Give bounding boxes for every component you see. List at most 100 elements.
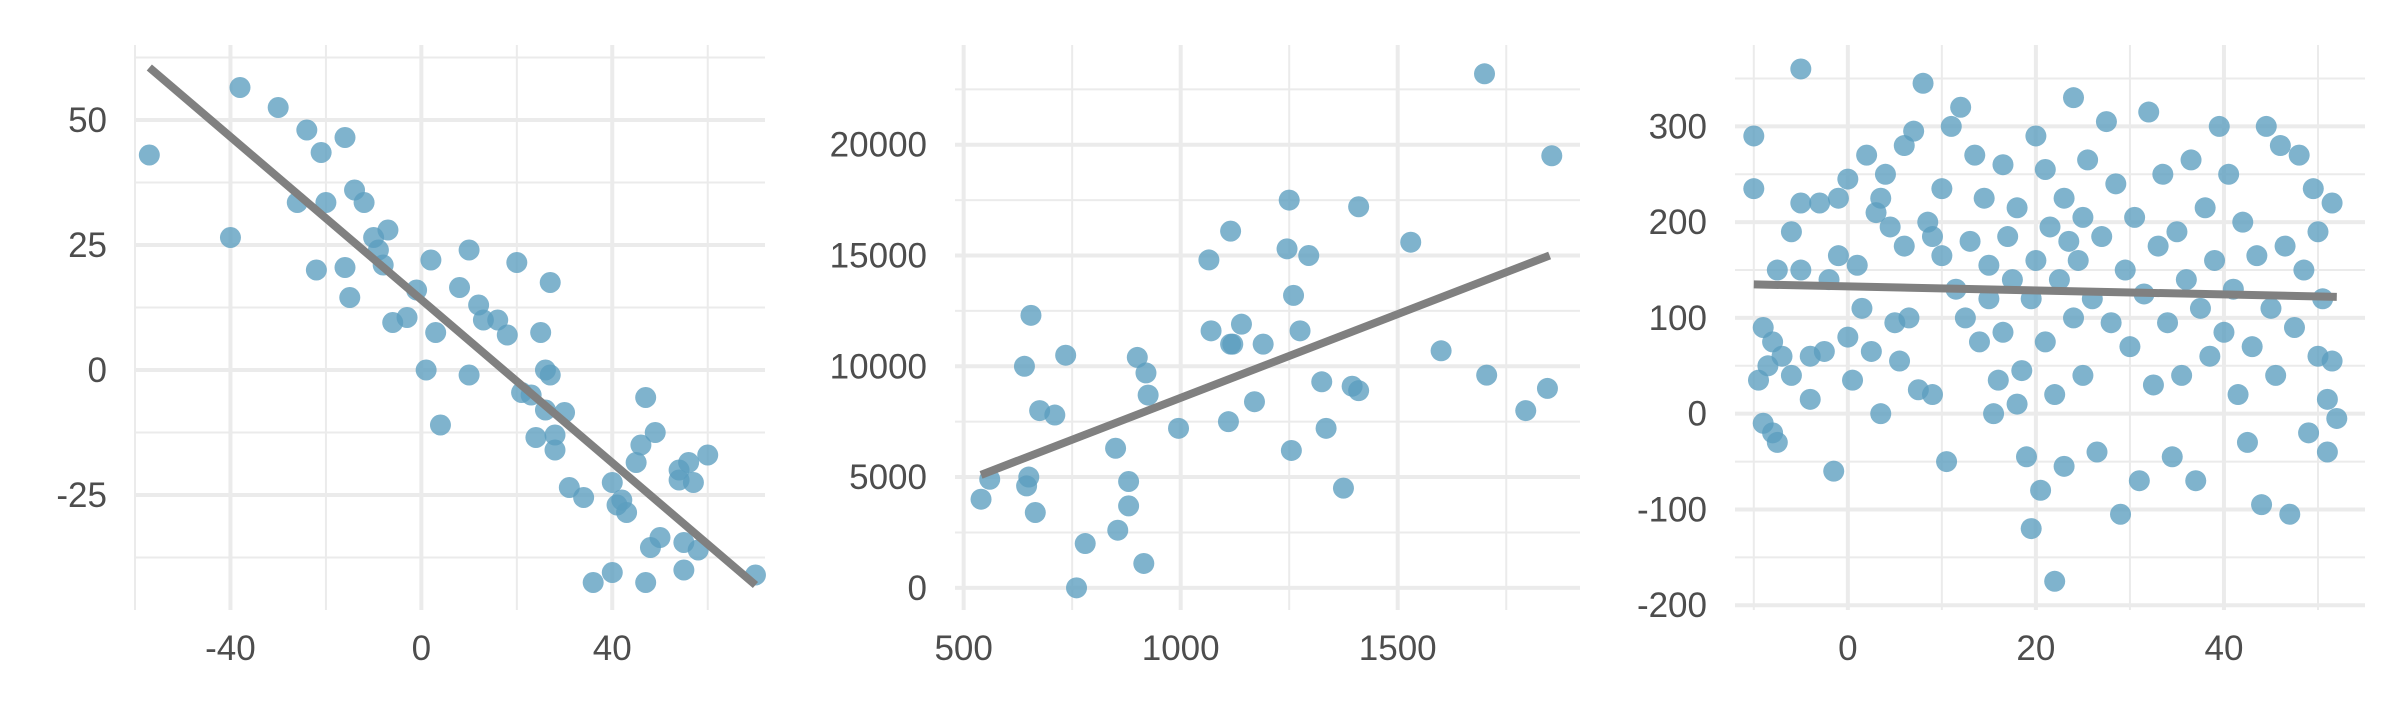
points-middle — [970, 63, 1563, 599]
data-point — [1743, 125, 1765, 147]
data-point — [1298, 244, 1320, 266]
data-point — [2274, 235, 2296, 257]
data-point — [2194, 197, 2216, 219]
data-point — [1987, 369, 2009, 391]
data-point — [1280, 439, 1302, 461]
y-tick-label-right: 200 — [1649, 203, 1707, 242]
data-point — [1066, 577, 1088, 599]
points-right — [1743, 58, 2348, 592]
data-point — [601, 472, 623, 493]
data-point — [678, 452, 700, 473]
data-point — [2147, 235, 2169, 257]
x-tick-label-middle: 1000 — [1142, 629, 1220, 668]
scatter-panel-left: -40 0 40 -25 0 25 50 — [56, 45, 766, 668]
data-point — [2077, 149, 2099, 171]
data-point — [2006, 197, 2028, 219]
data-point — [2105, 173, 2127, 195]
data-point — [2138, 101, 2160, 123]
data-point — [1222, 333, 1244, 355]
data-point — [2072, 364, 2094, 386]
data-point — [1168, 417, 1190, 439]
data-point — [2269, 135, 2291, 157]
regression-line-left — [146, 64, 759, 589]
data-point — [1931, 178, 1953, 200]
data-point — [1278, 189, 1300, 211]
data-point — [219, 227, 241, 248]
data-point — [305, 259, 327, 281]
data-point — [1348, 196, 1370, 218]
data-point — [2321, 350, 2343, 372]
data-point — [1476, 364, 1498, 386]
data-point — [673, 559, 695, 581]
data-point — [544, 439, 566, 461]
points-left — [138, 77, 766, 593]
data-point — [429, 414, 451, 436]
data-point — [2034, 331, 2056, 353]
data-point — [544, 424, 566, 446]
data-point — [2241, 336, 2263, 358]
data-point — [334, 127, 356, 148]
data-point — [487, 309, 509, 331]
data-point — [1790, 58, 1812, 80]
data-point — [2293, 259, 2315, 281]
data-point — [2034, 158, 2056, 180]
data-point — [1230, 313, 1252, 335]
data-point — [2110, 503, 2132, 525]
data-point — [1105, 437, 1127, 459]
data-point — [1541, 145, 1563, 167]
data-point — [1332, 477, 1354, 499]
data-point — [1959, 230, 1981, 252]
data-point — [449, 277, 471, 298]
data-point — [1827, 245, 1849, 267]
data-point — [1018, 466, 1040, 488]
data-point — [1870, 403, 1892, 425]
data-point — [2307, 221, 2329, 243]
data-point — [138, 144, 160, 166]
data-point — [1771, 345, 1793, 367]
data-point — [1893, 235, 1915, 257]
data-point — [1964, 144, 1986, 166]
data-point — [1837, 168, 1859, 190]
data-point — [1921, 384, 1943, 406]
data-point — [1860, 340, 1882, 362]
data-point — [2044, 570, 2066, 592]
data-point — [1973, 187, 1995, 209]
data-point — [2316, 441, 2338, 463]
data-point — [2218, 163, 2240, 185]
data-point — [1217, 411, 1239, 433]
data-point — [2321, 192, 2343, 214]
data-point — [2227, 384, 2249, 406]
data-point — [1983, 403, 2005, 425]
data-point — [1276, 238, 1298, 260]
data-point — [229, 77, 251, 98]
data-point — [1137, 384, 1159, 406]
data-point — [2048, 269, 2070, 291]
data-point — [1842, 369, 1864, 391]
data-point — [1198, 249, 1220, 271]
data-point — [2180, 149, 2202, 171]
data-point — [1827, 187, 1849, 209]
data-point — [2204, 249, 2226, 271]
data-point — [2288, 144, 2310, 166]
x-tick-label-left: 0 — [412, 629, 431, 668]
data-point — [2326, 407, 2348, 429]
data-point — [396, 307, 418, 328]
regression-line-middle — [979, 251, 1552, 479]
data-point — [2001, 269, 2023, 291]
data-point — [601, 562, 623, 583]
data-point — [2100, 312, 2122, 334]
data-point — [644, 422, 666, 443]
data-point — [573, 487, 595, 508]
data-point — [630, 434, 652, 456]
regression-line-right — [1753, 280, 2337, 301]
data-point — [1536, 377, 1558, 399]
data-point — [1898, 307, 1920, 329]
data-point — [1044, 404, 1066, 426]
data-point — [2298, 422, 2320, 444]
data-point — [582, 572, 604, 593]
data-point — [1348, 380, 1370, 402]
data-point — [1940, 115, 1962, 137]
data-point — [2265, 364, 2287, 386]
